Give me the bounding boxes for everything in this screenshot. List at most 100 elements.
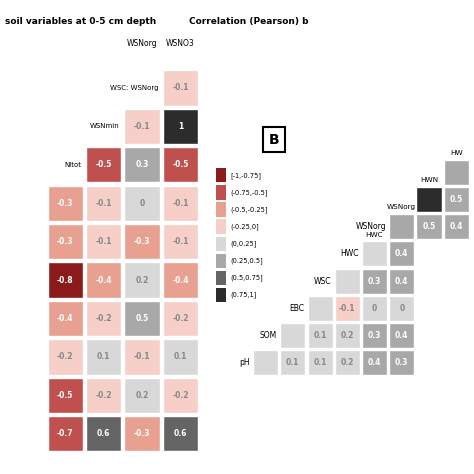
Bar [47, 416, 83, 451]
Text: (0.75,1]: (0.75,1] [230, 292, 256, 298]
Text: -0.2: -0.2 [95, 391, 112, 400]
Bar [308, 296, 333, 321]
Text: WSNorg: WSNorg [387, 204, 416, 210]
Text: -0.1: -0.1 [173, 83, 189, 92]
Text: -0.2: -0.2 [95, 314, 112, 323]
Text: (-0.25,0]: (-0.25,0] [230, 223, 259, 230]
Text: 0.3: 0.3 [395, 358, 409, 367]
Bar [280, 350, 305, 375]
Bar [163, 378, 198, 413]
Text: B: B [268, 133, 279, 146]
Text: 0.1: 0.1 [286, 358, 300, 367]
Text: -0.3: -0.3 [57, 199, 73, 208]
Text: 0.2: 0.2 [341, 331, 354, 340]
Text: 1: 1 [178, 122, 183, 131]
Text: 0.5: 0.5 [450, 195, 463, 204]
Bar [86, 147, 121, 182]
Text: -0.1: -0.1 [173, 199, 189, 208]
Bar [125, 301, 160, 336]
Text: WSNO3: WSNO3 [166, 38, 195, 47]
Text: WSNorg: WSNorg [127, 38, 157, 47]
Text: -0.1: -0.1 [134, 122, 150, 131]
Text: WSNorg: WSNorg [356, 222, 386, 231]
Bar [335, 296, 360, 321]
Text: -0.3: -0.3 [134, 429, 150, 438]
Bar [86, 185, 121, 221]
Bar [47, 339, 83, 374]
Bar [362, 296, 387, 321]
Text: 0.2: 0.2 [341, 358, 354, 367]
Bar [362, 323, 387, 348]
Bar [125, 416, 160, 451]
Bar [125, 147, 160, 182]
Bar [163, 70, 198, 106]
Bar [163, 263, 198, 298]
Bar [335, 269, 360, 294]
Bar [125, 185, 160, 221]
Text: -0.1: -0.1 [134, 352, 150, 361]
Bar [417, 187, 441, 212]
Text: SOM: SOM [260, 331, 277, 340]
Text: 0.4: 0.4 [395, 277, 409, 286]
Bar [362, 269, 387, 294]
Text: (0.5,0.75]: (0.5,0.75] [230, 274, 263, 281]
Text: 0: 0 [139, 199, 145, 208]
Text: pH: pH [239, 358, 250, 367]
Bar [163, 339, 198, 374]
Bar [86, 224, 121, 259]
Bar [86, 263, 121, 298]
Text: -0.5: -0.5 [173, 160, 189, 169]
Bar [389, 241, 414, 266]
Bar [125, 109, 160, 144]
Text: -0.3: -0.3 [57, 237, 73, 246]
Text: 0.4: 0.4 [368, 358, 381, 367]
Text: -0.1: -0.1 [95, 237, 112, 246]
Text: -0.2: -0.2 [173, 391, 189, 400]
Text: soil variables at 0-5 cm depth: soil variables at 0-5 cm depth [5, 17, 156, 26]
Bar [444, 160, 469, 185]
Bar [163, 109, 198, 144]
Bar [389, 214, 414, 239]
Bar [163, 224, 198, 259]
Bar [125, 339, 160, 374]
Text: EBC: EBC [289, 304, 304, 313]
Text: -0.3: -0.3 [134, 237, 150, 246]
Text: (0,0.25]: (0,0.25] [230, 240, 256, 247]
Text: -0.1: -0.1 [339, 304, 356, 313]
Text: -0.4: -0.4 [173, 275, 189, 284]
Text: Nltot: Nltot [64, 162, 82, 168]
Bar [389, 296, 414, 321]
Text: WSNmin: WSNmin [90, 123, 120, 129]
Bar [444, 214, 469, 239]
Text: HWC: HWC [340, 249, 359, 258]
Text: 0.2: 0.2 [136, 391, 149, 400]
Text: -0.5: -0.5 [57, 391, 73, 400]
Bar [125, 263, 160, 298]
Bar [335, 350, 360, 375]
Text: -0.4: -0.4 [57, 314, 73, 323]
Bar [389, 350, 414, 375]
Text: 0.4: 0.4 [395, 331, 409, 340]
Text: (-0.75,-0.5]: (-0.75,-0.5] [230, 189, 267, 196]
Bar [47, 224, 83, 259]
Bar [163, 416, 198, 451]
Bar [86, 378, 121, 413]
Text: -0.1: -0.1 [173, 237, 189, 246]
Text: 0.1: 0.1 [313, 358, 327, 367]
Bar [125, 224, 160, 259]
Bar [86, 339, 121, 374]
Text: 0.3: 0.3 [136, 160, 149, 169]
Text: HWC: HWC [366, 232, 383, 237]
Text: 0.3: 0.3 [368, 277, 381, 286]
Bar [47, 378, 83, 413]
Text: 0.4: 0.4 [395, 249, 409, 258]
Text: 0.1: 0.1 [97, 352, 110, 361]
Text: (0.25,0.5]: (0.25,0.5] [230, 257, 263, 264]
Bar [47, 301, 83, 336]
Bar [335, 323, 360, 348]
Text: -0.2: -0.2 [173, 314, 189, 323]
Text: [-1,-0.75]: [-1,-0.75] [230, 172, 261, 179]
Bar [362, 241, 387, 266]
Text: 0: 0 [399, 304, 404, 313]
Bar [86, 416, 121, 451]
